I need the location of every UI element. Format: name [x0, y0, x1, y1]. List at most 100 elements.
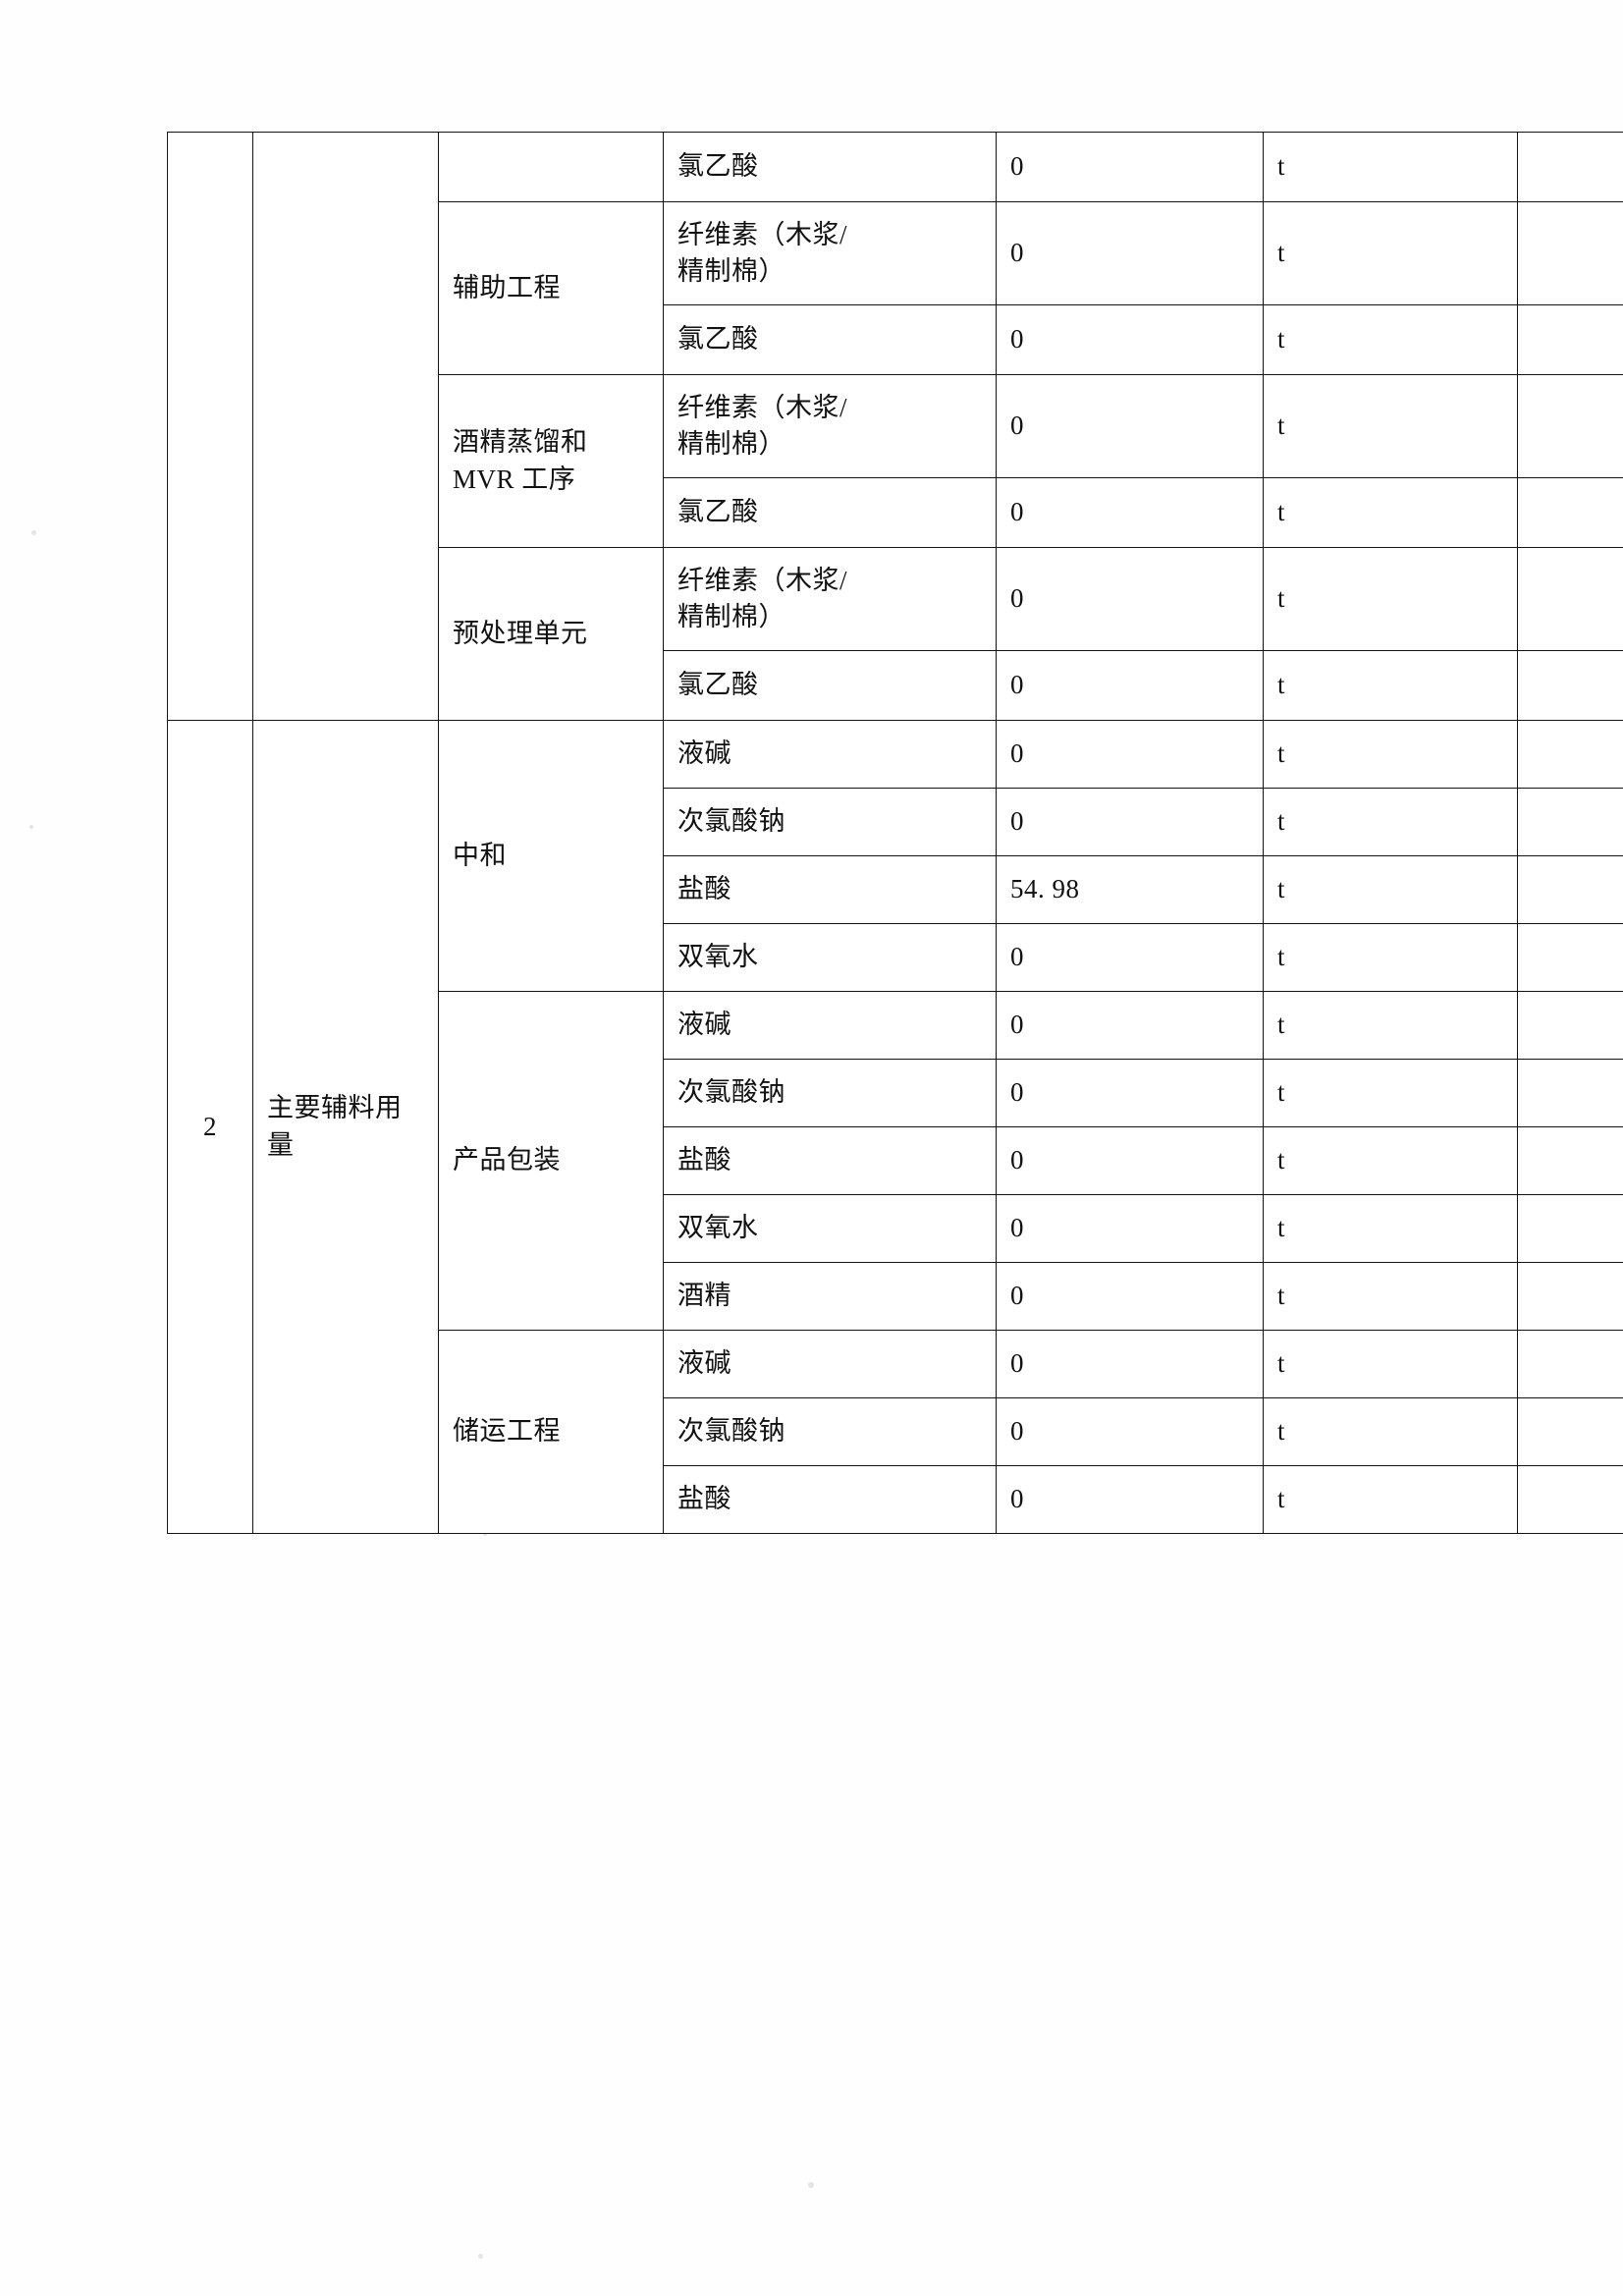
section-name-label: 主要辅料用量 [267, 1093, 403, 1160]
material-value-cell: 0 [996, 547, 1264, 651]
material-unit-cell: t [1263, 547, 1518, 651]
material-name-cell: 酒精 [663, 1262, 997, 1331]
material-name-cell: 次氯酸钠 [663, 1397, 997, 1466]
material-remark-cell [1517, 720, 1623, 789]
material-line-1: 纤维素（木浆/ [677, 565, 848, 595]
material-remark-cell [1517, 1262, 1623, 1331]
unit-process-neutralization: 中和 [438, 720, 664, 992]
material-remark-cell [1517, 547, 1623, 651]
material-value-cell: 0 [996, 1194, 1264, 1263]
material-line-2: 精制棉） [677, 429, 785, 459]
material-remark-cell [1517, 1194, 1623, 1263]
table-row: 2 主要辅料用量 中和 液碱 0 t [167, 720, 1623, 1534]
unit-process-label: 产品包装 [453, 1145, 561, 1175]
material-unit-cell: t [1263, 991, 1518, 1060]
material-name-cell: 液碱 [663, 991, 997, 1060]
material-name-cell: 纤维素（木浆/ 精制棉） [663, 374, 997, 478]
material-remark-cell [1517, 477, 1623, 548]
material-value-cell: 0 [996, 132, 1264, 202]
unit-process-cell [438, 132, 664, 202]
material-name-cell: 盐酸 [663, 855, 997, 924]
table-row: 盐酸 0 t [168, 1126, 1623, 1195]
material-remark-cell [1517, 374, 1623, 478]
material-unit-cell: t [1263, 720, 1518, 789]
material-unit-cell: t [1263, 1262, 1518, 1331]
unit-process-label-line-2: MVR 工序 [453, 464, 576, 494]
table-row: 次氯酸钠 0 t [168, 788, 1623, 856]
material-name-cell: 双氧水 [663, 923, 997, 992]
scan-speck [483, 1532, 487, 1536]
section-name-cell: 主要辅料用量 [252, 720, 439, 1534]
material-value-cell: 0 [996, 1262, 1264, 1331]
unit-process-aux-engineering: 辅助工程 [438, 201, 664, 375]
material-value-cell: 0 [996, 1059, 1264, 1127]
material-unit-cell: t [1263, 788, 1518, 856]
material-name-cell: 双氧水 [663, 1194, 997, 1263]
material-name-cell: 氯乙酸 [663, 650, 997, 721]
material-value-cell: 0 [996, 1465, 1264, 1534]
table-row: 氯乙酸 0 t [167, 132, 1623, 721]
table-row: 酒精蒸馏和 MVR 工序 纤维素（木浆/ 精制棉） 0 t [168, 374, 1623, 548]
material-consumption-table: 氯乙酸 0 t 辅助工程 纤维素（木浆/ 精制棉） 0 t 氯乙 [167, 132, 1623, 1534]
material-unit-cell: t [1263, 477, 1518, 548]
material-line-1: 纤维素（木浆/ [677, 219, 848, 249]
material-remark-cell [1517, 991, 1623, 1060]
row-index-cell [167, 132, 253, 721]
material-unit-cell: t [1263, 1126, 1518, 1195]
material-name-cell: 氯乙酸 [663, 477, 997, 548]
unit-process-label: 辅助工程 [453, 272, 561, 302]
material-value-cell: 0 [996, 477, 1264, 548]
material-remark-cell [1517, 1126, 1623, 1195]
material-remark-cell [1517, 855, 1623, 924]
material-remark-cell [1517, 1059, 1623, 1127]
table-row: 储运工程 液碱 0 t [168, 1330, 1623, 1534]
table-row: 产品包装 液碱 0 t [168, 991, 1623, 1331]
table-row: 辅助工程 纤维素（木浆/ 精制棉） 0 t [168, 201, 1623, 375]
material-value-cell: 0 [996, 304, 1264, 375]
material-value-cell: 0 [996, 720, 1264, 789]
table-row: 次氯酸钠 0 t [168, 1059, 1623, 1127]
scan-speck [29, 825, 33, 829]
material-line-2: 精制棉） [677, 602, 785, 631]
unit-process-product-packaging: 产品包装 [438, 991, 664, 1331]
unit-process-label-line-1: 酒精蒸馏和 [453, 427, 588, 458]
material-name-cell: 纤维素（木浆/ 精制棉） [663, 547, 997, 651]
material-value-cell: 0 [996, 923, 1264, 992]
material-remark-cell [1517, 132, 1623, 202]
material-value-cell: 0 [996, 788, 1264, 856]
scan-speck [31, 530, 36, 535]
material-value-cell: 0 [996, 1126, 1264, 1195]
material-remark-cell [1517, 304, 1623, 375]
table-row: 预处理单元 纤维素（木浆/ 精制棉） 0 t [168, 547, 1623, 721]
material-unit-cell: t [1263, 1397, 1518, 1466]
material-remark-cell [1517, 1330, 1623, 1398]
material-name-cell: 纤维素（木浆/ 精制棉） [663, 201, 997, 305]
section-index-cell: 2 [167, 720, 253, 1534]
material-value-cell: 0 [996, 374, 1264, 478]
scan-speck [808, 2182, 814, 2188]
material-remark-cell [1517, 923, 1623, 992]
material-unit-cell: t [1263, 923, 1518, 992]
material-name-cell: 盐酸 [663, 1465, 997, 1534]
table-row: 氯乙酸 0 t [168, 477, 1623, 548]
material-unit-cell: t [1263, 1194, 1518, 1263]
table-row: 双氧水 0 t [168, 1194, 1623, 1263]
table-row: 氯乙酸 0 t [168, 650, 1623, 721]
material-unit-cell: t [1263, 650, 1518, 721]
material-unit-cell: t [1263, 1330, 1518, 1398]
material-remark-cell [1517, 201, 1623, 305]
material-remark-cell [1517, 1465, 1623, 1534]
material-unit-cell: t [1263, 855, 1518, 924]
material-unit-cell: t [1263, 201, 1518, 305]
scan-speck [478, 2254, 483, 2259]
unit-process-storage-transport: 储运工程 [438, 1330, 664, 1534]
table-row: 氯乙酸 0 t [168, 304, 1623, 375]
material-name-cell: 次氯酸钠 [663, 788, 997, 856]
material-line-1: 纤维素（木浆/ [677, 392, 848, 422]
material-remark-cell [1517, 1397, 1623, 1466]
material-line-2: 精制棉） [677, 256, 785, 286]
table-row: 双氧水 0 t [168, 923, 1623, 992]
unit-process-label: 储运工程 [453, 1416, 561, 1447]
material-value-cell: 0 [996, 1397, 1264, 1466]
